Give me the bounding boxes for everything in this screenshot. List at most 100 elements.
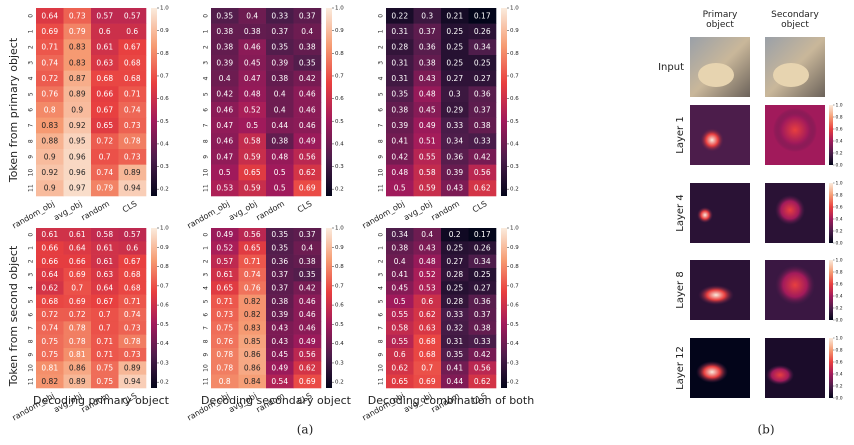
row-label: 8 (378, 339, 385, 343)
cell-label: 0.78 (124, 137, 141, 146)
cell-label: 0.86 (244, 364, 261, 373)
heatmap-cell (36, 254, 64, 269)
heatmap-cell (211, 348, 239, 362)
heatmap-cell (293, 268, 322, 282)
colorbar-tick-label: 1.0 (510, 6, 519, 12)
heatmap-cell (266, 361, 294, 375)
heatmap-cell (293, 102, 322, 118)
heatmap-cell (293, 8, 322, 24)
colorbar-tick-label: 0.0 (836, 163, 843, 169)
row-label: 9 (203, 155, 210, 159)
cell-label: 0.46 (244, 43, 261, 52)
row-label: 2 (28, 259, 35, 263)
heatmap-cell (238, 23, 267, 40)
heatmap-cell (441, 180, 469, 197)
heatmap-cell (211, 281, 239, 295)
heatmap-cell (36, 361, 64, 375)
heatmap-cell (91, 374, 119, 389)
colorbar-tick-label: 0.4 (160, 141, 169, 147)
cell-label: 0.8 (219, 377, 231, 386)
heatmap-cell (413, 321, 442, 335)
colorbar-tick-label: 0.6 (836, 282, 843, 288)
heatmap-cell (293, 23, 322, 40)
heatmap-cell (211, 133, 239, 150)
cell-label: 0.34 (391, 230, 408, 239)
cell-label: 0.38 (299, 43, 316, 52)
row-label: 5 (378, 92, 385, 96)
heatmap-cell (266, 241, 294, 255)
heatmap-cell (63, 39, 92, 56)
cell-label: 0.42 (474, 152, 491, 161)
column-label: random_obj (11, 199, 56, 230)
cell-label: 0.46 (216, 105, 233, 114)
row-label: 10 (28, 169, 35, 177)
heatmap-cell (293, 117, 322, 134)
cell-label: 0.78 (216, 350, 233, 359)
cell-label: 0.37 (474, 105, 491, 114)
cell-label: 0.68 (124, 74, 141, 83)
attention-blob (698, 285, 734, 305)
cell-label: 0.33 (446, 310, 463, 319)
colorbar-tick-label: 0.7 (160, 283, 169, 289)
cell-label: 0.4 (246, 11, 258, 20)
colorbar-tick-label: 0.6 (836, 360, 843, 366)
heatmap-cell (63, 334, 92, 349)
y-axis-label: Token from second object (7, 245, 20, 387)
heatmap-cell (468, 180, 497, 197)
heatmap-cell (238, 180, 267, 197)
cell-label: 0.62 (299, 364, 316, 373)
colorbar (151, 228, 157, 388)
cell-label: 0.35 (299, 270, 316, 279)
heatmap-cell (238, 281, 267, 295)
colorbar-tick-label: 0.6 (160, 96, 169, 102)
cell-label: 0.5 (394, 297, 406, 306)
cell-label: 0.49 (271, 364, 288, 373)
colorbar-tick-label: 0.6 (510, 96, 519, 102)
cell-label: 0.35 (271, 244, 288, 253)
x-axis-label: Decoding primary object (33, 394, 170, 407)
colorbar-tick-label: 0.7 (160, 73, 169, 79)
heatmap-cell (413, 70, 442, 87)
heatmap-cell (238, 117, 267, 134)
heatmap-cell (91, 308, 119, 322)
row-label: 2 (28, 45, 35, 49)
heatmap-cell (266, 55, 294, 71)
row-label: 5 (378, 299, 385, 303)
heatmap-cell (211, 361, 239, 375)
heatmap-cell (293, 164, 322, 181)
cell-label: 0.7 (71, 284, 83, 293)
cell-label: 0.48 (419, 90, 436, 99)
cell-label: 0.39 (216, 58, 233, 67)
heatmap-cell (413, 164, 442, 181)
heatmap-cell (441, 55, 469, 71)
heatmap-cell (211, 334, 239, 349)
cell-label: 0.61 (96, 43, 113, 52)
cell-label: 0.64 (41, 270, 58, 279)
row-label: 8 (28, 139, 35, 143)
cell-label: 0.25 (446, 43, 463, 52)
cell-label: 0.96 (69, 168, 86, 177)
heatmap-cell (63, 180, 92, 197)
heatmap-cell (468, 117, 497, 134)
heatmap-cell (386, 361, 414, 375)
cell-label: 0.31 (391, 58, 408, 67)
heatmap-cell (36, 228, 64, 242)
colorbar-tick-label: 0.8 (160, 264, 169, 270)
colorbar-tick-label: 0.8 (510, 51, 519, 57)
colorbar (829, 183, 833, 243)
heatmap-cell (441, 321, 469, 335)
row-label: 4 (378, 76, 385, 80)
cell-label: 0.92 (69, 121, 86, 130)
colorbar-tick-label: 0.2 (836, 306, 843, 312)
row-label: 1 (28, 246, 35, 250)
colorbar-tick-label: 0.0 (836, 318, 843, 324)
cell-label: 0.47 (216, 121, 233, 130)
heatmap-cell (266, 254, 294, 269)
cell-label: 0.61 (69, 230, 86, 239)
cell-label: 0.25 (474, 58, 491, 67)
cell-label: 0.3 (421, 11, 433, 20)
attention-blob (775, 195, 805, 225)
heatmap-cell (91, 228, 119, 242)
attention-blob (696, 361, 728, 383)
